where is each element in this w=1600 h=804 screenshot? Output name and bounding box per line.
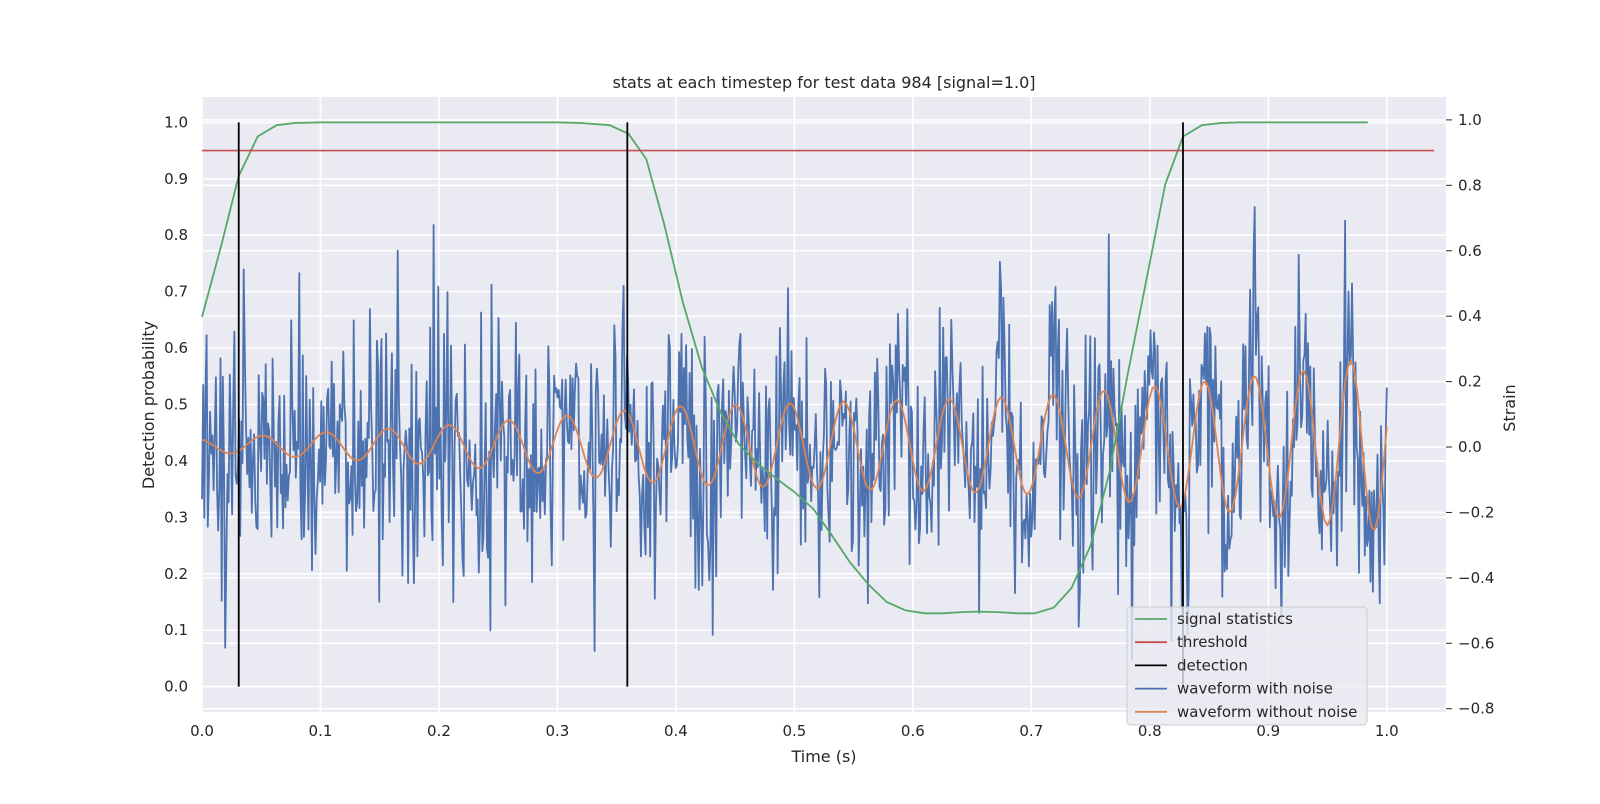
y-right-tick-label: 1.0 — [1458, 111, 1482, 129]
legend-label: waveform without noise — [1177, 703, 1357, 721]
x-tick-label: 0.5 — [782, 722, 806, 740]
x-tick-label: 0.1 — [309, 722, 333, 740]
y-left-tick-label: 0.1 — [164, 621, 188, 639]
y-axis-label-left: Detection probability — [139, 321, 158, 489]
y-right-tick-label: −0.4 — [1458, 569, 1494, 587]
legend-box — [1126, 606, 1368, 726]
y-left-tick-label: 0.9 — [164, 170, 188, 188]
chart-title: stats at each timestep for test data 984… — [612, 73, 1035, 92]
waveform-without-noise-line — [201, 359, 1388, 531]
signal-statistics-line — [201, 121, 1368, 615]
x-axis-label: Time (s) — [790, 747, 856, 766]
y-right-tick-label: −0.6 — [1458, 634, 1494, 652]
waveform-with-noise-line — [201, 206, 1388, 661]
y-axis-label-right: Strain — [1500, 384, 1519, 431]
y-right-tick-label: 0.0 — [1458, 438, 1482, 456]
x-tick-label: 0.9 — [1256, 722, 1280, 740]
y-left-tick-label: 0.8 — [164, 226, 188, 244]
legend: signal statistics threshold detection wavef… — [1126, 606, 1368, 726]
y-right-tick-label: −0.2 — [1458, 503, 1494, 521]
y-right-tick-label: 0.4 — [1458, 307, 1482, 325]
y-right-tick-label: 0.8 — [1458, 176, 1482, 194]
y-left-tick-label: 0.7 — [164, 283, 188, 301]
y-right-tick-label: 0.6 — [1458, 242, 1482, 260]
y-left-tick-label: 0.4 — [164, 452, 188, 470]
y-left-tick-label: 0.6 — [164, 339, 188, 357]
ticks: 0.0 0.1 0.2 0.3 0.4 0.5 0.6 0.7 0.8 0.9 1.0 0.0 0.1 0… — [164, 111, 1494, 740]
x-tick-label: 1.0 — [1375, 722, 1399, 740]
x-tick-label: 0.8 — [1138, 722, 1162, 740]
legend-label: detection — [1177, 656, 1248, 674]
x-tick-label: 0.7 — [1019, 722, 1043, 740]
x-tick-label: 0.3 — [545, 722, 569, 740]
x-tick-label: 0.4 — [664, 722, 688, 740]
y-left-tick-label: 1.0 — [164, 113, 188, 131]
x-tick-label: 0.0 — [190, 722, 214, 740]
x-tick-label: 0.2 — [427, 722, 451, 740]
y-left-tick-label: 0.3 — [164, 508, 188, 526]
x-tick-label: 0.6 — [901, 722, 925, 740]
y-right-tick-label: −0.8 — [1458, 700, 1494, 718]
legend-label: signal statistics — [1177, 610, 1293, 628]
y-left-tick-label: 0.0 — [164, 678, 188, 696]
series-layer — [201, 121, 1435, 687]
legend-label: threshold — [1177, 633, 1248, 651]
y-right-tick-label: 0.2 — [1458, 373, 1482, 391]
legend-label: waveform with noise — [1177, 680, 1333, 698]
y-left-tick-label: 0.5 — [164, 396, 188, 414]
y-left-tick-label: 0.2 — [164, 565, 188, 583]
